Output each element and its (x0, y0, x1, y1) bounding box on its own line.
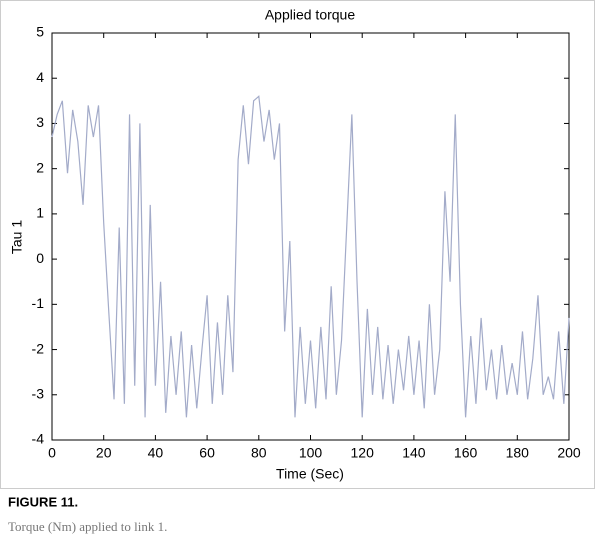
x-tick-label: 20 (96, 445, 112, 461)
x-tick-label: 0 (48, 445, 56, 461)
y-tick-label: -3 (32, 385, 45, 401)
plot-area (51, 32, 570, 441)
x-tick-label: 100 (299, 445, 323, 461)
x-tick-label: 180 (506, 445, 530, 461)
chart-title: Applied torque (265, 7, 356, 23)
x-axis-label: Time (Sec) (276, 466, 344, 482)
caption-text: Torque (Nm) applied to link 1. (8, 519, 167, 534)
y-tick-label: -1 (32, 295, 45, 311)
y-tick-label: 2 (36, 159, 44, 175)
y-tick-label: -4 (32, 431, 45, 447)
x-tick-label: 200 (557, 445, 581, 461)
x-tick-label: 40 (148, 445, 164, 461)
caption-label: FIGURE 11. (8, 494, 78, 509)
y-axis-label: Tau 1 (9, 220, 25, 254)
data-line (51, 95, 570, 418)
x-tick-label: 120 (351, 445, 375, 461)
x-tick-label: 160 (454, 445, 478, 461)
y-tick-label: -2 (32, 340, 45, 356)
y-tick-label: 5 (36, 24, 44, 40)
y-tick-label: 1 (36, 205, 44, 221)
y-tick-label: 4 (36, 69, 44, 85)
x-tick-label: 60 (199, 445, 215, 461)
x-tick-label: 80 (251, 445, 267, 461)
x-tick-label: 140 (402, 445, 426, 461)
y-tick-label: 3 (36, 114, 44, 130)
y-tick-label: 0 (36, 250, 44, 266)
